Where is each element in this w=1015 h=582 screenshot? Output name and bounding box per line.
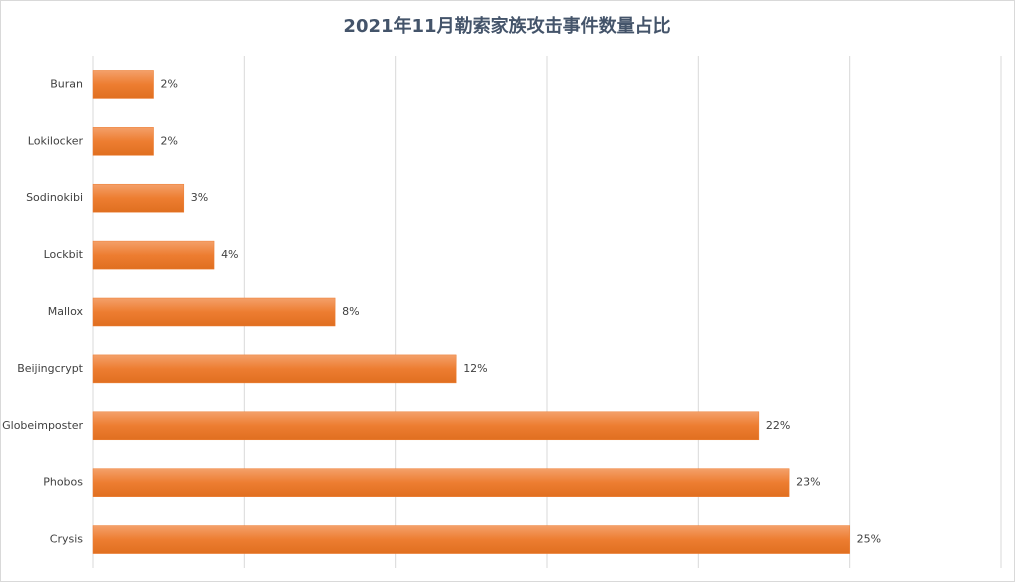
data-label: 25% <box>857 533 881 546</box>
bar <box>92 354 457 384</box>
data-label: 2% <box>161 77 178 90</box>
y-tick-label: Buran <box>50 77 83 90</box>
y-tick-label: Mallox <box>48 305 84 318</box>
chart-title: 2021年11月勒索家族攻击事件数量占比 <box>343 15 670 37</box>
bar <box>92 468 790 497</box>
y-tick-label: Lokilocker <box>28 134 84 147</box>
y-tick-label: Sodinokibi <box>26 191 83 204</box>
data-label: 23% <box>796 476 820 489</box>
bar <box>92 411 760 441</box>
data-label: 12% <box>463 362 487 375</box>
data-label: 8% <box>342 305 359 318</box>
y-tick-label: Crysis <box>50 533 84 546</box>
bar <box>92 127 154 156</box>
bar <box>92 183 185 213</box>
bar <box>92 525 850 554</box>
y-tick-label: Beijingcrypt <box>17 362 83 375</box>
data-label: 3% <box>191 191 208 204</box>
bar <box>92 297 336 327</box>
data-label: 2% <box>161 134 178 147</box>
data-label: 22% <box>766 419 790 432</box>
data-label: 4% <box>221 248 238 261</box>
y-tick-label: Globeimposter <box>2 419 83 432</box>
y-tick-label: Lockbit <box>44 248 84 261</box>
y-tick-label: Phobos <box>43 476 83 489</box>
bar <box>92 240 215 270</box>
bar <box>92 70 154 99</box>
